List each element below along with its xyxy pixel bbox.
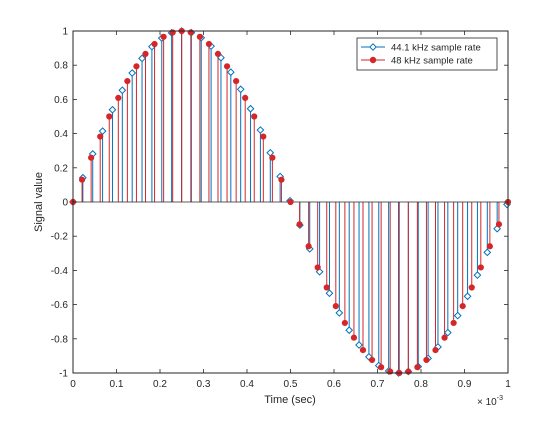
- stem-marker: [151, 40, 158, 48]
- stem-marker: [98, 127, 107, 136]
- stem-marker: [287, 198, 294, 206]
- stem-marker: [260, 133, 267, 140]
- y-tick-label: 0: [62, 198, 68, 209]
- stem-marker: [233, 77, 240, 85]
- stems-layer: [73, 31, 508, 373]
- y-tick-label: 0.8: [54, 61, 68, 72]
- stem-marker: [323, 284, 330, 291]
- stem-marker: [441, 334, 448, 341]
- stem-marker: [355, 341, 363, 349]
- stem-marker: [483, 248, 492, 257]
- stem-marker: [124, 77, 131, 85]
- y-tick-label: -0.8: [51, 334, 69, 345]
- legend-swatch-marker: [369, 56, 377, 64]
- x-tick-label: 1: [505, 379, 511, 390]
- stem-marker: [314, 264, 321, 271]
- x-tick-label: 0.9: [458, 379, 472, 390]
- legend-box: [356, 37, 498, 71]
- stem-marker: [256, 126, 265, 134]
- stem-marker: [128, 69, 137, 77]
- stem-marker: [296, 221, 303, 228]
- stem-marker: [414, 364, 421, 371]
- y-tick-label: 0.2: [54, 163, 68, 174]
- stem-marker: [350, 334, 358, 341]
- stem-marker: [432, 346, 439, 354]
- x-axis-exponent-power: -3: [497, 395, 503, 402]
- stem-marker: [378, 364, 385, 371]
- x-tick-label: 0.4: [240, 379, 254, 390]
- tick-labels-layer: 0 0.1 0.2 0.3 0.4 0.5 0.6 0.7 0.8 0.9 1 -1 -0.8 -0.6 -…: [51, 27, 511, 391]
- y-tick-label: -0.4: [51, 266, 69, 277]
- y-tick-label: 0.6: [54, 95, 68, 106]
- x-tick-label: 0.7: [371, 379, 385, 390]
- x-tick-label: 0.1: [110, 379, 124, 390]
- stem-marker: [251, 113, 258, 120]
- stem-marker: [368, 356, 376, 364]
- x-tick-label: 0.3: [197, 379, 211, 390]
- y-tick-label: -1: [59, 369, 68, 380]
- stem-marker: [115, 94, 122, 102]
- stem-marker: [423, 356, 430, 364]
- legend-swatch-marker: [369, 43, 377, 51]
- stem-marker: [242, 94, 249, 102]
- stem-marker: [142, 50, 149, 58]
- legend: 44.1 kHz sample rate 48 kHz sample rate: [356, 37, 498, 71]
- stem-marker: [108, 105, 117, 114]
- stem-marker: [133, 63, 140, 70]
- legend-entries: 44.1 kHz sample rate 48 kHz sample rate: [361, 42, 481, 66]
- y-tick-label: -0.6: [51, 300, 69, 311]
- stem-marker: [345, 326, 354, 335]
- x-axis-label: Time (sec): [264, 394, 316, 406]
- stem-marker: [359, 346, 367, 354]
- stem-marker: [160, 33, 167, 40]
- x-axis-exponent-base: × 10: [477, 397, 497, 408]
- stem-marker: [236, 85, 245, 94]
- stem-marker: [453, 311, 462, 320]
- stem-marker: [97, 133, 104, 140]
- x-tick-label: 0.2: [153, 379, 167, 390]
- x-axis-exponent: × 10-3: [477, 395, 503, 408]
- legend-label: 48 kHz sample rate: [391, 55, 473, 66]
- stem-marker: [468, 284, 475, 291]
- stem-marker: [278, 176, 285, 183]
- stem-marker: [495, 221, 503, 228]
- stem-marker: [223, 63, 231, 70]
- stem-marker: [473, 271, 482, 280]
- x-tick-label: 0: [70, 379, 76, 390]
- stem-marker: [443, 328, 452, 337]
- stem-marker: [269, 154, 276, 161]
- x-tick-label: 0.5: [284, 379, 298, 390]
- stem-marker: [246, 104, 255, 113]
- stem-marker: [78, 176, 86, 183]
- stem-marker: [214, 50, 222, 58]
- legend-label: 44.1 kHz sample rate: [391, 42, 481, 53]
- stem-marker: [341, 319, 348, 327]
- stem-marker: [138, 54, 146, 63]
- stem-marker: [477, 264, 484, 271]
- ticks-layer: [72, 30, 509, 374]
- stem-marker: [196, 33, 203, 40]
- stem-marker: [305, 243, 312, 250]
- stem-marker: [226, 68, 235, 77]
- stem-marker: [332, 302, 339, 310]
- y-axis-label: Signal value: [33, 172, 45, 232]
- y-tick-label: -0.2: [51, 232, 69, 243]
- stem-marker: [486, 243, 493, 250]
- stem-marker: [335, 308, 344, 317]
- stem-marker: [463, 292, 472, 301]
- y-tick-label: 1: [62, 27, 68, 38]
- stem-marker: [459, 302, 466, 310]
- stem-marker: [88, 154, 95, 161]
- y-tick-label: 0.4: [54, 129, 68, 140]
- stem-marker: [106, 113, 113, 120]
- stem-marker: [118, 86, 127, 95]
- stem-marker: [205, 40, 213, 48]
- stem-marker: [450, 319, 457, 327]
- x-tick-label: 0.6: [327, 379, 341, 390]
- stem-marker: [325, 289, 334, 298]
- x-tick-label: 0.8: [414, 379, 428, 390]
